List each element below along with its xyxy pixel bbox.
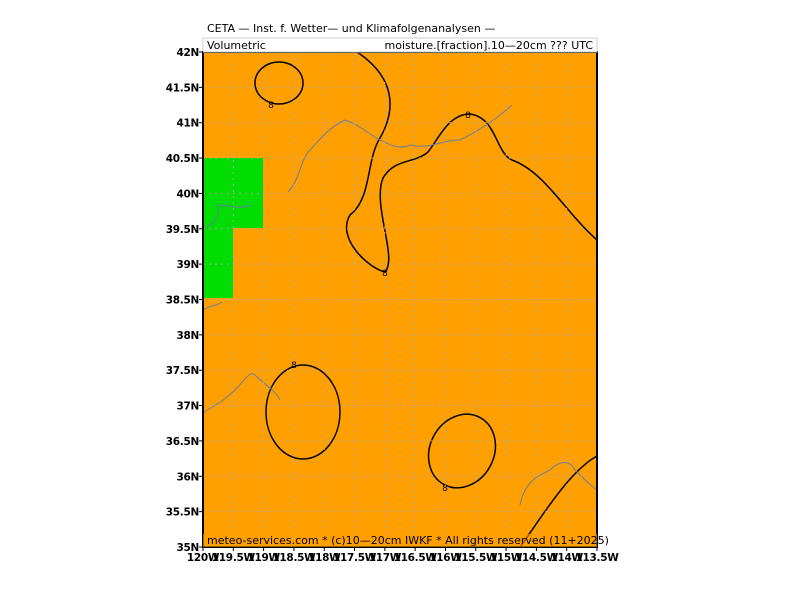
- subtitle-left: Volumetric: [207, 39, 266, 52]
- lon-tick-label: 117.5W: [333, 552, 377, 564]
- lat-tick-label: 38N: [177, 330, 200, 342]
- footer: meteo-services.com * (c)10—20cm IWKF * A…: [207, 534, 609, 547]
- lat-tick-label: 37.5N: [166, 365, 199, 377]
- lon-tick-label: 116W: [429, 552, 462, 564]
- coast: [202, 301, 223, 311]
- lon-tick-label: 114.5W: [515, 552, 559, 564]
- lon-tick-label: 116.5W: [394, 552, 438, 564]
- lat-tick-label: 39N: [177, 259, 200, 271]
- lon-tick-label: 115.5W: [454, 552, 498, 564]
- background-field: [203, 52, 597, 547]
- lat-tick-label: 39.5N: [166, 224, 199, 236]
- lat-tick-label: 36.5N: [166, 436, 199, 448]
- coast: [202, 373, 281, 414]
- contour-region: [345, 51, 598, 273]
- contour-region: [427, 413, 497, 489]
- contour-label: 8: [382, 269, 388, 279]
- contour-label: 8: [442, 484, 448, 494]
- title: CETA — Inst. f. Wetter— und Klimafolgena…: [207, 22, 495, 35]
- lon-tick-label: 118.5W: [272, 552, 316, 564]
- lat-tick-label: 35N: [177, 542, 200, 554]
- lat-tick-label: 41N: [177, 118, 200, 130]
- lon-tick-label: 117W: [369, 552, 402, 564]
- subtitle-box: [202, 37, 598, 53]
- contour-label: 8: [465, 111, 471, 121]
- subtitle-right: moisture.[fraction].10—20cm ??? UTC: [385, 39, 594, 52]
- lat-tick-label: 42N: [177, 47, 200, 59]
- contour-label: 8: [291, 361, 297, 371]
- lat-tick-label: 41.5N: [166, 82, 199, 94]
- lat-tick-label: 35.5N: [166, 507, 199, 519]
- lon-tick-label: 119.5W: [212, 552, 256, 564]
- river: [287, 104, 513, 193]
- lat-tick-label: 38.5N: [166, 295, 199, 307]
- lat-tick-label: 37N: [177, 401, 200, 413]
- lon-tick-label: 113.5W: [576, 552, 620, 564]
- lat-tick-label: 36N: [177, 471, 200, 483]
- lon-tick-label: 120W: [187, 552, 220, 564]
- lon-tick-label: 118W: [308, 552, 341, 564]
- lon-tick-label: 119W: [247, 552, 280, 564]
- footer-box: [203, 534, 597, 547]
- lon-tick-label: 115W: [490, 552, 523, 564]
- contour-label: 8: [268, 101, 274, 111]
- contour-region: [265, 364, 341, 460]
- green-region: [203, 228, 233, 298]
- lat-tick-label: 40.5N: [166, 153, 199, 165]
- contour-region: [254, 61, 304, 105]
- coast: [519, 462, 598, 506]
- lon-tick-label: 114W: [551, 552, 584, 564]
- river: [202, 204, 251, 229]
- lat-tick-label: 40N: [177, 188, 200, 200]
